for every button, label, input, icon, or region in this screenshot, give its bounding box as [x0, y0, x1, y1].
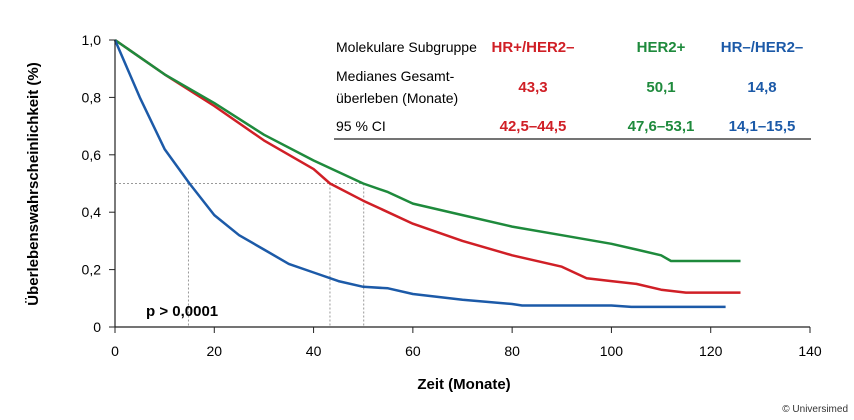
ci-tnbc: 14,1–15,5	[729, 118, 796, 135]
p-value-annotation: p > 0,0001	[146, 303, 218, 320]
ci-her2pos: 47,6–53,1	[628, 118, 695, 135]
table-row-label-median-2: überleben (Monate)	[336, 90, 458, 106]
y-tick-label: 0	[93, 319, 101, 335]
x-tick-label: 60	[405, 343, 421, 359]
ci-hrpos: 42,5–44,5	[500, 118, 567, 135]
group-name-tnbc: HR–/HER2–	[721, 39, 804, 56]
series-line-1	[114, 38, 741, 263]
y-tick-label: 0,2	[82, 262, 102, 278]
x-tick-label: 80	[504, 343, 520, 359]
x-axis-label: Zeit (Monate)	[417, 376, 510, 393]
median-hrpos: 43,3	[518, 79, 547, 96]
y-axis-label: Überlebenswahrscheinlichkeit (%)	[25, 62, 42, 305]
table-row-label-median-1: Medianes Gesamt-	[336, 68, 455, 84]
median-tnbc: 14,8	[747, 79, 776, 96]
y-tick-label: 0,6	[82, 147, 102, 163]
group-name-her2pos: HER2+	[637, 39, 686, 56]
y-tick-label: 1,0	[82, 32, 102, 48]
x-tick-label: 20	[206, 343, 222, 359]
x-tick-label: 40	[306, 343, 322, 359]
table-row-label-subgroup: Molekulare Subgruppe	[336, 39, 477, 55]
x-tick-label: 120	[699, 343, 723, 359]
copyright: © Universimed	[782, 404, 848, 415]
legend-table: Molekulare Subgruppe Medianes Gesamt- üb…	[334, 39, 811, 140]
series-line-2	[113, 39, 726, 309]
median-her2pos: 50,1	[646, 79, 675, 96]
y-tick-label: 0,8	[82, 89, 102, 105]
group-name-hrpos: HR+/HER2–	[492, 39, 575, 56]
x-tick-label: 0	[111, 343, 119, 359]
x-tick-label: 140	[798, 343, 822, 359]
series-line-0	[114, 38, 741, 294]
y-tick-label: 0,4	[82, 204, 102, 220]
x-tick-label: 100	[600, 343, 624, 359]
table-row-label-ci: 95 % CI	[336, 118, 386, 134]
